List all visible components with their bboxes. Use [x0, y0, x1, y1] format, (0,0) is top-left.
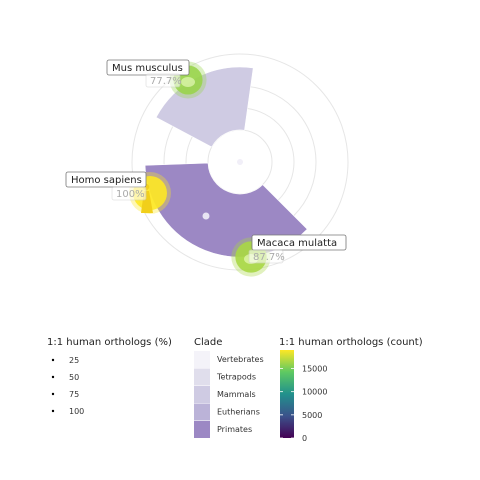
count-colorbar	[280, 350, 294, 438]
size-legend-marker	[51, 392, 55, 396]
clade-wedges	[144, 66, 308, 258]
percent-label: 77.7%	[150, 76, 182, 87]
clade-legend-swatch	[194, 351, 210, 368]
species-name: Homo sapiens	[71, 175, 142, 186]
percent-label-box	[145, 73, 181, 88]
clade-legend-swatch	[194, 403, 210, 421]
grid-circle	[131, 53, 349, 271]
clade-legend-label: Vertebrates	[217, 355, 264, 364]
count-legend: 1:1 human orthologs (count) 0 5000 10000 15…	[279, 337, 423, 443]
size-legend-label: 100	[69, 407, 84, 416]
size-legend-marker	[51, 409, 55, 413]
clade-legend-label: Mammals	[217, 390, 256, 399]
clade-legend-title: Clade	[194, 337, 222, 348]
clade-legend-label: Primates	[217, 425, 252, 434]
colorbar-tick-label: 10000	[302, 388, 327, 397]
clade-legend-swatch	[194, 421, 210, 438]
size-legend-title: 1:1 human orthologs (%)	[47, 337, 172, 348]
percent-label-box	[111, 186, 147, 201]
species-label-box	[251, 234, 347, 251]
percent-label: 87.7%	[253, 252, 285, 263]
colorbar-tick-label: 5000	[302, 411, 322, 420]
clade-wedge-mammals	[155, 66, 254, 148]
species-name: Mus musculus	[112, 63, 183, 74]
colorbar-tick-label: 0	[302, 434, 307, 443]
mouse-silhouette-icon	[181, 77, 195, 87]
size-legend-marker	[51, 375, 55, 379]
clade-legend: Clade Vertebrates Tetrapods Mammals Eutheri…	[194, 337, 264, 438]
clade-legend-swatch	[194, 386, 210, 403]
clade-legend-label: Eutherians	[217, 408, 260, 417]
species-label: Macaca mulatta 87.7%	[248, 234, 347, 264]
clade-legend-swatch	[194, 368, 210, 386]
inner-dot	[202, 212, 210, 220]
species-label: Mus musculus 77.7%	[106, 59, 190, 88]
size-legend: 1:1 human orthologs (%) 25 50 75 100	[47, 337, 172, 416]
percent-label: 100%	[116, 189, 145, 200]
species-label-box	[65, 171, 147, 188]
size-legend-label: 50	[69, 373, 79, 382]
size-legend-label: 25	[69, 356, 79, 365]
size-legend-label: 75	[69, 390, 79, 399]
percent-label-box	[248, 249, 284, 264]
colorbar-tick-label: 15000	[302, 365, 327, 374]
size-legend-marker	[51, 358, 55, 362]
species-labels: Mus musculus 77.7% Homo sapiens 100% Macaca …	[65, 59, 347, 264]
species-label: Homo sapiens 100%	[65, 171, 147, 201]
count-legend-title: 1:1 human orthologs (count)	[279, 337, 423, 348]
clade-legend-label: Tetrapods	[216, 373, 256, 382]
species-name: Macaca mulatta	[257, 238, 337, 249]
center-dot	[237, 159, 243, 165]
